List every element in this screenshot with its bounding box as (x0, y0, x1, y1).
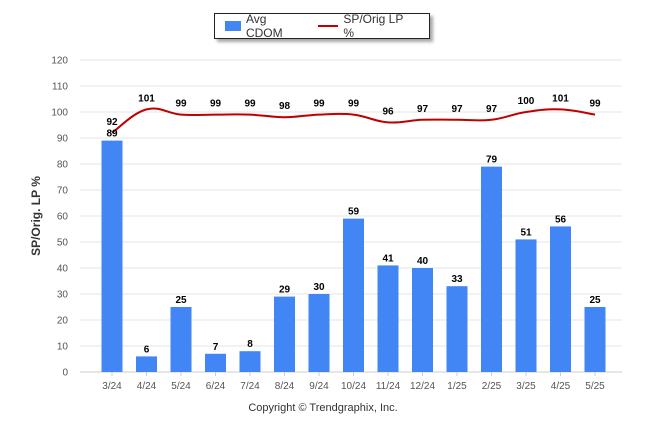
copyright-text: Copyright © Trendgraphix, Inc. (248, 402, 398, 414)
x-tick-label: 5/24 (171, 381, 191, 392)
line-data-label: 99 (244, 99, 256, 110)
line-data-label: 99 (210, 99, 222, 110)
bar-layer (101, 140, 606, 372)
bar-data-label: 79 (486, 155, 498, 166)
line-data-label: 97 (417, 104, 429, 115)
legend-bar-swatch (225, 21, 241, 31)
y-tick-label: 80 (57, 160, 69, 171)
x-tick-label: 5/25 (585, 381, 605, 392)
bar-data-label: 7 (213, 342, 219, 353)
bar-8-24[interactable] (274, 296, 295, 372)
legend-item-avg-cdom[interactable]: Avg CDOM (225, 12, 306, 40)
x-tick-label: 9/24 (309, 381, 329, 392)
y-tick-label: 40 (57, 264, 69, 275)
x-tick-label: 12/24 (410, 381, 435, 392)
bar-data-label: 33 (451, 274, 463, 285)
y-tick-label: 110 (52, 82, 68, 93)
line-data-label: 97 (486, 104, 498, 115)
x-tick-label: 10/24 (341, 381, 366, 392)
bar-10-24[interactable] (343, 218, 364, 372)
bar-data-label: 89 (106, 129, 118, 140)
line-label-layer: 92 101 99 99 99 98 99 99 96 97 97 97 100 101 99 (106, 93, 601, 127)
y-tick-label: 10 (57, 342, 69, 353)
x-tick-label: 6/24 (206, 381, 226, 392)
bar-2-25[interactable] (481, 166, 502, 372)
bar-label-layer: 89 6 25 7 8 29 30 59 41 40 33 79 51 56 25 (106, 129, 601, 356)
y-tick-label: 20 (57, 316, 69, 327)
line-data-label: 99 (175, 99, 187, 110)
x-tick-label: 3/25 (516, 381, 536, 392)
x-tick-label: 4/24 (137, 381, 157, 392)
legend-item-sp-orig-lp[interactable]: SP/Orig LP % (318, 12, 417, 40)
bar-4-25[interactable] (550, 226, 571, 372)
bar-data-label: 40 (417, 256, 429, 267)
line-layer (111, 107, 596, 134)
x-tick-label: 1/25 (447, 381, 467, 392)
bar-data-label: 56 (555, 214, 567, 225)
bar-11-24[interactable] (377, 265, 399, 372)
bar-data-label: 41 (382, 253, 394, 264)
bar-data-label: 29 (279, 285, 291, 296)
line-data-label: 100 (518, 96, 535, 107)
x-tick-label: 11/24 (376, 381, 401, 392)
y-tick-label: 60 (57, 212, 69, 223)
bar-6-24[interactable] (205, 353, 226, 372)
line-data-label: 96 (382, 106, 394, 117)
bar-data-label: 30 (313, 282, 325, 293)
x-tick-label: 7/24 (240, 381, 260, 392)
y-axis-ticks: 0 10 20 30 40 50 60 70 80 90 100 110 120 (51, 56, 68, 379)
y-tick-label: 0 (62, 368, 68, 379)
line-data-label: 99 (589, 99, 601, 110)
line-data-label: 97 (451, 104, 463, 115)
bar-3-25[interactable] (515, 239, 537, 372)
bar-4-24[interactable] (136, 356, 157, 372)
x-axis-ticks: 3/24 4/24 5/24 6/24 7/24 8/24 9/24 10/24 11/24 12… (102, 372, 605, 392)
bar-3-24[interactable] (101, 140, 123, 372)
legend-label-avg-cdom: Avg CDOM (245, 12, 283, 40)
chart-legend: Avg CDOM SP/Orig LP % (214, 12, 430, 40)
line-data-label: 99 (348, 99, 360, 110)
line-data-label: 101 (552, 93, 569, 104)
x-tick-label: 4/25 (551, 381, 571, 392)
bar-7-24[interactable] (239, 351, 261, 372)
bar-12-24[interactable] (412, 268, 433, 372)
bar-data-label: 8 (247, 339, 253, 350)
bar-5-25[interactable] (584, 307, 606, 372)
x-tick-label: 2/25 (482, 381, 502, 392)
y-axis-title: SP/Orig. LP % (29, 176, 43, 256)
x-tick-label: 3/24 (102, 381, 122, 392)
y-tick-label: 70 (57, 186, 69, 197)
bar-5-24[interactable] (170, 307, 192, 372)
y-tick-label: 120 (51, 56, 68, 67)
y-tick-label: 90 (57, 134, 69, 145)
bar-data-label: 6 (144, 344, 150, 355)
bar-data-label: 51 (520, 227, 532, 238)
x-tick-label: 8/24 (275, 381, 295, 392)
bar-1-25[interactable] (446, 286, 468, 372)
line-data-label: 98 (279, 101, 291, 112)
sp-orig-lp-line[interactable] (111, 107, 596, 134)
y-tick-label: 50 (57, 238, 69, 249)
bar-data-label: 25 (175, 295, 187, 306)
legend-line-swatch (318, 25, 339, 27)
bar-data-label: 25 (589, 295, 601, 306)
bar-9-24[interactable] (308, 294, 330, 372)
line-data-label: 101 (138, 93, 155, 104)
bar-data-label: 59 (348, 207, 360, 218)
y-tick-label: 100 (51, 108, 68, 119)
line-data-label: 99 (313, 99, 325, 110)
line-data-label: 92 (106, 117, 118, 128)
y-tick-label: 30 (57, 290, 69, 301)
legend-label-sp-orig-lp: SP/Orig LP % (343, 12, 404, 40)
